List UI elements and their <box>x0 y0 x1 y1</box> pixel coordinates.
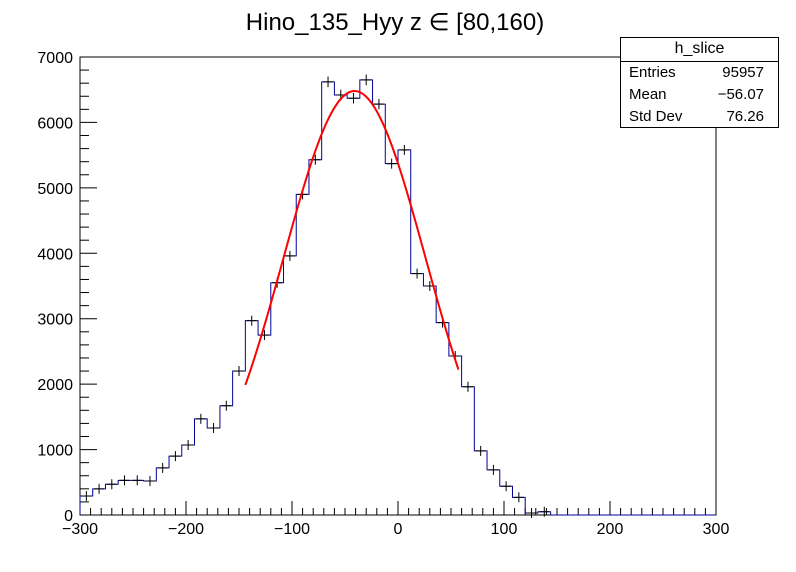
x-tick-label: 200 <box>597 521 624 538</box>
y-axis: 0 1000 2000 3000 4000 5000 6000 7000 <box>37 50 97 525</box>
y-tick-label: 2000 <box>37 377 73 394</box>
histogram-series <box>79 74 716 519</box>
x-tick-label: 100 <box>491 521 518 538</box>
chart-title: Hino_135_Hyy z ∈ [80,160) <box>246 9 544 36</box>
stats-value: −56.07 <box>717 86 764 103</box>
histogram-outline <box>79 79 716 516</box>
stats-title: h_slice <box>621 38 778 62</box>
x-tick-label: −300 <box>62 521 98 538</box>
x-tick-label: −100 <box>274 521 310 538</box>
y-tick-label: 3000 <box>37 312 73 329</box>
y-tick-label: 5000 <box>37 181 73 198</box>
y-tick-label: 1000 <box>37 443 73 460</box>
x-tick-label: −200 <box>168 521 204 538</box>
stats-row-mean: Mean −56.07 <box>629 84 764 106</box>
y-tick-label: 0 <box>64 508 73 525</box>
stats-value: 95957 <box>722 64 764 81</box>
stats-label: Entries <box>629 64 676 81</box>
y-tick-label: 6000 <box>37 115 73 132</box>
x-tick-label: 300 <box>703 521 730 538</box>
stats-row-entries: Entries 95957 <box>629 62 764 84</box>
stats-box: h_slice Entries 95957 Mean −56.07 Std De… <box>620 37 779 128</box>
fit-curve <box>244 90 460 386</box>
stats-label: Mean <box>629 86 667 103</box>
stats-row-std-dev: Std Dev 76.26 <box>629 106 764 128</box>
x-axis: −300 −200 −100 0 100 200 300 <box>62 501 729 538</box>
y-tick-label: 4000 <box>37 246 73 263</box>
stats-value: 76.26 <box>726 108 764 125</box>
stats-label: Std Dev <box>629 108 683 125</box>
y-tick-label: 7000 <box>37 50 73 67</box>
gaussian-fit <box>244 90 460 386</box>
x-tick-label: 0 <box>394 521 403 538</box>
